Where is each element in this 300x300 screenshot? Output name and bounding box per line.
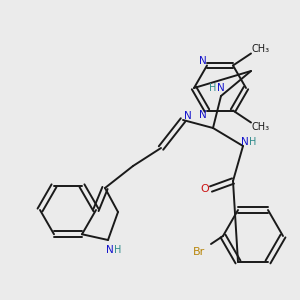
Text: N: N [199, 56, 207, 67]
Text: H: H [249, 137, 257, 147]
Text: N: N [241, 137, 249, 147]
Text: Br: Br [193, 247, 205, 257]
Text: O: O [201, 184, 209, 194]
Text: N: N [199, 110, 207, 119]
Text: CH₃: CH₃ [252, 122, 270, 131]
Text: H: H [114, 245, 122, 255]
Text: H: H [209, 83, 217, 93]
Text: N: N [217, 83, 225, 93]
Text: CH₃: CH₃ [252, 44, 270, 55]
Text: N: N [184, 111, 192, 121]
Text: N: N [106, 245, 114, 255]
